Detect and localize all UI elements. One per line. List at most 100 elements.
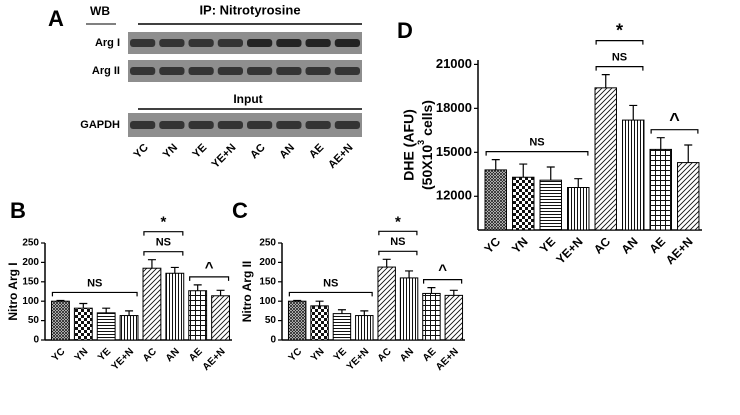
error-bar: [360, 310, 369, 316]
blot-band: [247, 121, 273, 129]
y-tick-label: 50: [265, 315, 277, 326]
annotation-label: NS: [612, 52, 627, 64]
annotation-label: NS: [87, 277, 102, 289]
y-tick-label: 200: [22, 257, 39, 268]
x-tick-label: AC: [376, 346, 394, 364]
error-bar: [449, 289, 458, 296]
y-tick-label: 250: [22, 238, 39, 249]
lane-label: YC: [132, 142, 151, 161]
label-part: (50X10: [419, 145, 435, 190]
x-tick-label: YC: [50, 346, 68, 364]
bar: [165, 272, 185, 341]
panel-letter: B: [10, 198, 26, 223]
x-tick-label: AE: [646, 234, 668, 256]
error-bar: [491, 159, 500, 170]
bar: [622, 119, 645, 231]
error-bar: [193, 284, 202, 291]
y-tick-label: 15000: [436, 144, 472, 159]
bar: [310, 305, 329, 341]
y-axis-label: Nitro Arg II: [240, 261, 254, 323]
blot-band: [276, 67, 302, 75]
y-tick-label: 12000: [436, 188, 472, 203]
error-bar: [337, 309, 346, 314]
y-tick-label: 150: [22, 276, 39, 287]
error-bar: [684, 144, 693, 163]
annotation-label: ^: [669, 109, 680, 129]
bar: [355, 315, 374, 341]
annotation-label: ^: [205, 259, 214, 276]
blot-band: [130, 121, 156, 129]
bar: [539, 179, 562, 231]
annotation-label: NS: [390, 236, 405, 248]
lane-label: YE+N: [210, 142, 239, 171]
x-tick-label: YN: [309, 346, 327, 364]
blot-band: [334, 121, 360, 129]
blot-band: [217, 121, 243, 129]
bar: [119, 315, 139, 341]
lane-label: AE: [307, 142, 326, 161]
x-tick-label: YE+N: [553, 234, 585, 266]
annotation-label: *: [160, 214, 166, 231]
blot-band: [334, 67, 360, 75]
method-label: WB: [90, 4, 110, 18]
error-bar: [147, 259, 156, 269]
x-tick-label: YN: [509, 234, 531, 256]
bar: [188, 290, 208, 341]
annotation-label: ^: [438, 262, 447, 279]
bar: [484, 169, 507, 231]
x-tick-label: YE: [96, 346, 113, 363]
bar: [649, 148, 672, 231]
blot-band: [159, 121, 185, 129]
blot-band: [188, 39, 214, 47]
blot-band: [247, 39, 273, 47]
bar: [96, 312, 116, 341]
blot-band: [276, 39, 302, 47]
blot-band: [217, 67, 243, 75]
panel-letter: D: [397, 18, 413, 43]
label-part: cells): [419, 100, 435, 136]
bar: [73, 307, 93, 341]
x-tick-label: AE: [187, 346, 205, 364]
row-label: Arg II: [92, 65, 120, 77]
x-tick-label: AN: [398, 346, 416, 364]
bar: [677, 162, 700, 231]
y-axis-label: DHE (AFU): [401, 109, 417, 181]
error-bar: [293, 299, 302, 302]
input-label: Input: [233, 92, 262, 106]
y-axis-label: Nitro Arg I: [6, 262, 20, 320]
bar: [594, 87, 617, 231]
annotation-bracket: [378, 250, 418, 256]
blot-band: [130, 67, 156, 75]
y-tick-label: 200: [259, 257, 276, 268]
error-bar: [382, 258, 391, 268]
blot-band: [159, 67, 185, 75]
error-bar: [546, 166, 555, 181]
y-tick-label: 150: [259, 276, 276, 287]
label-superscript: 3: [416, 140, 426, 145]
annotation-bracket: [595, 40, 644, 45]
y-tick-label: 100: [22, 296, 39, 307]
blot-band: [247, 67, 273, 75]
bar: [567, 187, 590, 231]
row-label: GAPDH: [80, 119, 120, 131]
panel-letter: C: [232, 198, 248, 223]
x-tick-label: AE+N: [663, 234, 696, 267]
lane-label: AE+N: [326, 142, 355, 171]
error-bar: [79, 302, 88, 309]
annotation-label: NS: [156, 237, 171, 249]
lane-label: YN: [161, 142, 180, 161]
bar: [512, 176, 535, 231]
x-tick-label: YN: [73, 346, 91, 364]
blot-band: [334, 39, 360, 47]
blot: [128, 60, 362, 82]
x-tick-label: YE+N: [110, 346, 136, 372]
annotation-bracket: [288, 291, 373, 297]
error-bar: [656, 137, 665, 150]
y-tick-label: 100: [259, 296, 276, 307]
bar: [287, 300, 307, 341]
bar: [51, 300, 70, 341]
y-tick-label: 50: [28, 315, 40, 326]
blot-band: [130, 39, 156, 47]
annotation-bracket: [378, 230, 418, 236]
